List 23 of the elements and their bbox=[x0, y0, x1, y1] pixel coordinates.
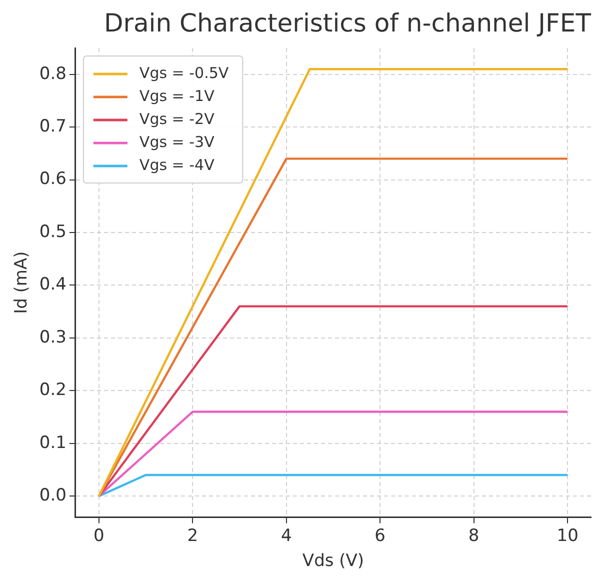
x-tick-label: 8 bbox=[468, 526, 480, 546]
x-tick-label: 2 bbox=[187, 526, 198, 546]
y-tick-label: 0.6 bbox=[39, 169, 66, 190]
x-tick-label: 10 bbox=[556, 526, 578, 546]
legend-label: Vgs = -3V bbox=[139, 132, 216, 151]
y-tick-label: 0.0 bbox=[39, 486, 66, 506]
y-tick-label: 0.7 bbox=[39, 116, 66, 136]
x-tick-label: 0 bbox=[93, 526, 104, 546]
x-axis-title: Vds (V) bbox=[302, 551, 364, 572]
legend-label: Vgs = -1V bbox=[139, 86, 216, 105]
legend-label: Vgs = -2V bbox=[139, 110, 216, 128]
x-tick-label: 6 bbox=[374, 526, 386, 546]
y-tick-label: 0.1 bbox=[39, 432, 66, 453]
y-tick-label: 0.8 bbox=[39, 64, 66, 84]
legend-label: Vgs = -4V bbox=[139, 156, 216, 174]
y-tick-label: 0.4 bbox=[39, 274, 66, 295]
x-tick-label: 4 bbox=[280, 526, 292, 546]
y-axis-title: Id (mA) bbox=[12, 251, 32, 314]
legend-label: Vgs = -0.5V bbox=[139, 64, 230, 82]
y-tick-label: 0.2 bbox=[39, 380, 66, 400]
chart-title: Drain Characteristics of n-channel JFET bbox=[104, 8, 592, 38]
y-tick-label: 0.3 bbox=[39, 327, 66, 348]
y-tick-label: 0.5 bbox=[39, 222, 66, 242]
